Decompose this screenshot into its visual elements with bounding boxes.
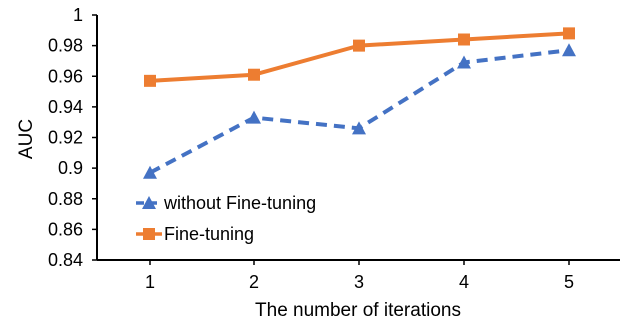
- legend-marker-without-fine-tuning: [142, 196, 156, 209]
- x-tick-label: 2: [249, 272, 259, 292]
- y-tick-labels: 0.84 0.86 0.88 0.9 0.92 0.94 0.96 0.98 1: [48, 5, 97, 270]
- y-tick-label: 0.94: [48, 97, 83, 117]
- y-tick-label: 0.88: [48, 189, 83, 209]
- data-point-without-fine-tuning: [562, 43, 576, 57]
- y-axis-title: AUC: [16, 119, 37, 159]
- x-axis-title: The number of iterations: [255, 300, 461, 321]
- data-point-fine-tuning: [458, 33, 470, 46]
- y-tick-label: 0.92: [48, 128, 83, 148]
- data-point-without-fine-tuning: [143, 165, 157, 179]
- legend-item-without-fine-tuning: without Fine-tuning: [136, 193, 316, 213]
- legend-label-fine-tuning: Fine-tuning: [164, 224, 254, 244]
- legend: without Fine-tuning Fine-tuning: [136, 193, 316, 244]
- x-tick-label: 5: [564, 272, 574, 292]
- data-point-without-fine-tuning: [352, 121, 366, 135]
- series-line-without-fine-tuning: [149, 48, 570, 175]
- data-point-fine-tuning: [248, 68, 260, 81]
- x-tick-label: 3: [354, 272, 364, 292]
- x-tick-label: 1: [145, 272, 155, 292]
- x-tick-label: 4: [459, 272, 469, 292]
- y-tick-label: 0.86: [48, 219, 83, 239]
- data-point-without-fine-tuning: [247, 110, 261, 124]
- series-layer: [143, 27, 576, 179]
- y-tick-label: 0.98: [48, 36, 83, 56]
- y-tick-label: 1: [73, 5, 83, 25]
- y-tick-label: 0.96: [48, 66, 83, 86]
- y-tick-label: 0.84: [48, 250, 83, 270]
- x-tick-labels: 1 2 3 4 5: [145, 260, 574, 292]
- y-tick-label: 0.9: [58, 158, 83, 178]
- data-point-fine-tuning: [563, 27, 575, 40]
- legend-item-fine-tuning: Fine-tuning: [136, 224, 254, 244]
- data-point-without-fine-tuning: [457, 55, 471, 69]
- legend-label-without-fine-tuning: without Fine-tuning: [163, 193, 316, 213]
- legend-marker-fine-tuning: [143, 228, 155, 240]
- data-point-fine-tuning: [353, 39, 365, 52]
- data-point-fine-tuning: [144, 74, 156, 87]
